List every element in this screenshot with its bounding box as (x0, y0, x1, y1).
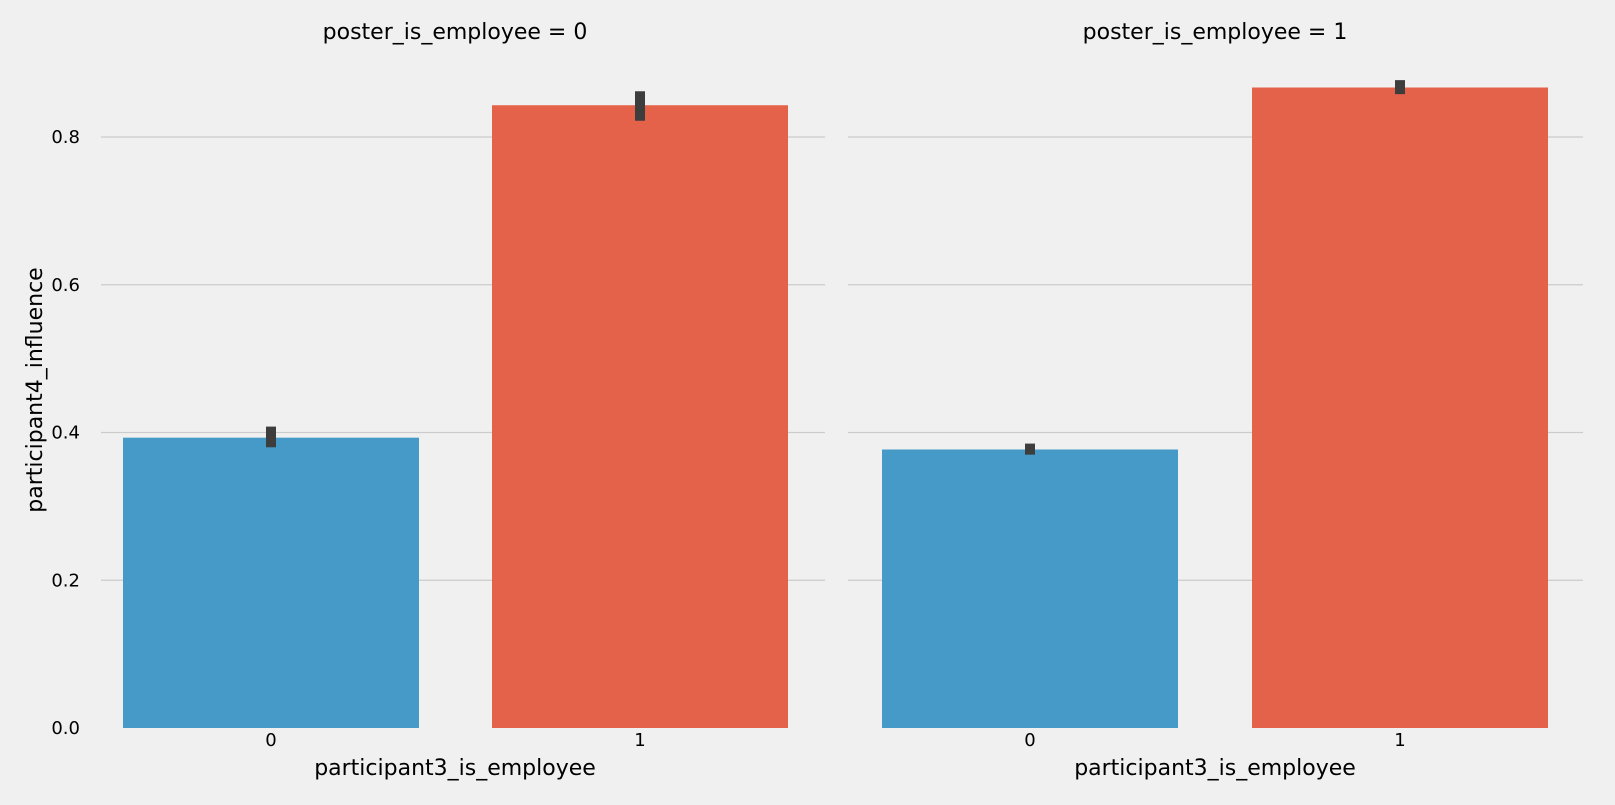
x-axis-label: participant3_is_employee (1074, 756, 1356, 781)
y-tick-label: 0.2 (51, 570, 80, 591)
bar-participant3-1 (1252, 87, 1548, 728)
bar-participant3-0 (123, 437, 419, 728)
x-tick-label: 1 (634, 730, 645, 751)
y-axis-label: participant4_influence (23, 267, 48, 512)
bar-participant3-1 (492, 105, 788, 728)
y-tick-label: 0.8 (51, 127, 80, 148)
x-tick-label: 0 (265, 730, 276, 751)
x-tick-label: 1 (1394, 730, 1405, 751)
x-axis-label: participant3_is_employee (314, 756, 596, 781)
bar-participant3-0 (882, 449, 1178, 728)
panel-poster-0: poster_is_employee = 0 0 1 participant3_i… (101, 20, 825, 781)
y-tick-label: 0.6 (51, 275, 80, 296)
panel-poster-1: poster_is_employee = 1 0 1 participant3_i… (848, 20, 1583, 781)
y-tick-label: 0.0 (51, 718, 80, 739)
y-tick-label: 0.4 (51, 423, 80, 444)
x-tick-label: 0 (1024, 730, 1035, 751)
panel-title: poster_is_employee = 1 (1083, 20, 1348, 45)
panel-title: poster_is_employee = 0 (323, 20, 588, 45)
